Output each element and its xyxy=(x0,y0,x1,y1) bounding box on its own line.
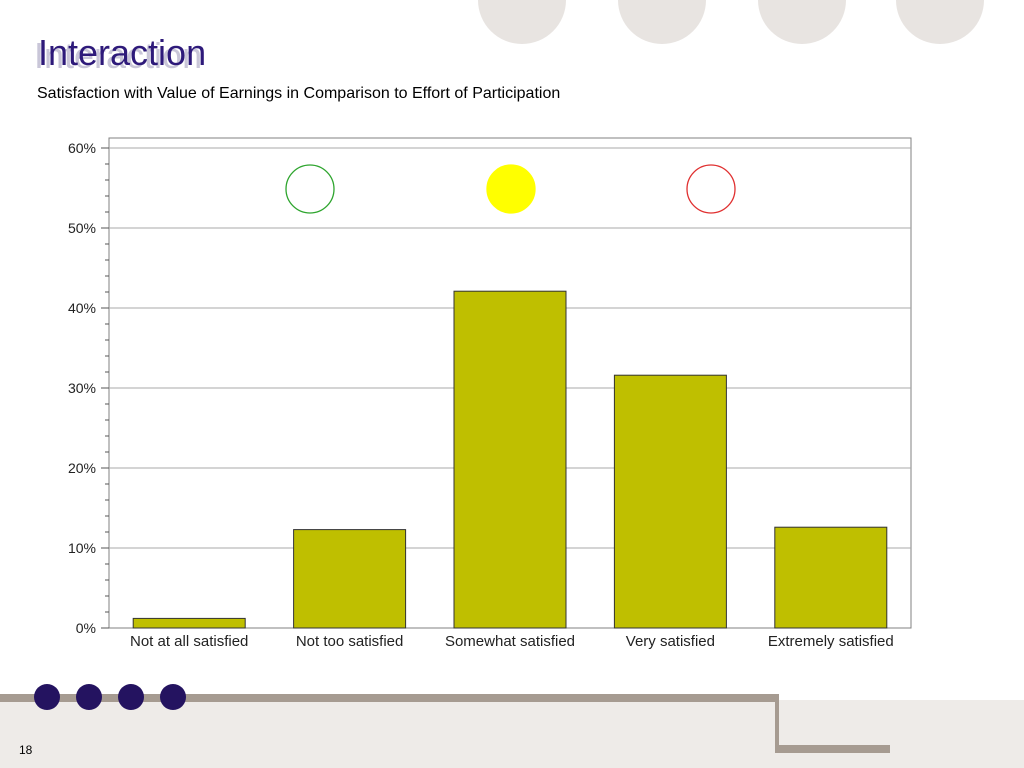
bullet-dot xyxy=(118,684,144,710)
bar xyxy=(613,374,727,629)
y-tick-label: 50% xyxy=(68,220,96,236)
page-number: 18 xyxy=(19,743,33,757)
y-tick-label: 40% xyxy=(68,300,96,316)
bar xyxy=(293,529,407,629)
y-tick-label: 10% xyxy=(68,540,96,556)
bar xyxy=(453,290,567,629)
y-tick-label: 30% xyxy=(68,380,96,396)
y-tick-label: 60% xyxy=(68,140,96,156)
bullet-dot xyxy=(34,684,60,710)
bar xyxy=(132,617,246,629)
bullet-dot xyxy=(76,684,102,710)
yellow-circle-icon xyxy=(486,164,536,214)
red-circle-icon xyxy=(686,164,736,214)
x-tick-label: Extremely satisfied xyxy=(768,633,894,650)
bullet-dot xyxy=(160,684,186,710)
slide-title-shadow: Interaction xyxy=(34,35,203,76)
slide-title-text: Interaction xyxy=(38,32,207,73)
bar xyxy=(774,526,888,629)
x-tick-label: Somewhat satisfied xyxy=(445,633,575,650)
slide-title: Interaction Interaction xyxy=(34,30,434,78)
footer-rule xyxy=(0,694,776,702)
bar-chart: 0% 10% 20% 30% 40% 50% 60% Not at all satisfied… xyxy=(68,137,912,650)
x-tick-label: Very satisfied xyxy=(626,633,715,650)
chart-subtitle: Satisfaction with Value of Earnings in C… xyxy=(37,85,561,102)
y-tick-label: 0% xyxy=(76,620,96,636)
x-tick-label: Not at all satisfied xyxy=(130,633,248,650)
x-tick-label: Not too satisfied xyxy=(296,633,404,650)
footer-rule-short xyxy=(775,745,890,753)
y-tick-label: 20% xyxy=(68,460,96,476)
footer-rule-vertical xyxy=(775,694,779,752)
green-circle-icon xyxy=(285,164,335,214)
footer-band xyxy=(0,700,1024,768)
